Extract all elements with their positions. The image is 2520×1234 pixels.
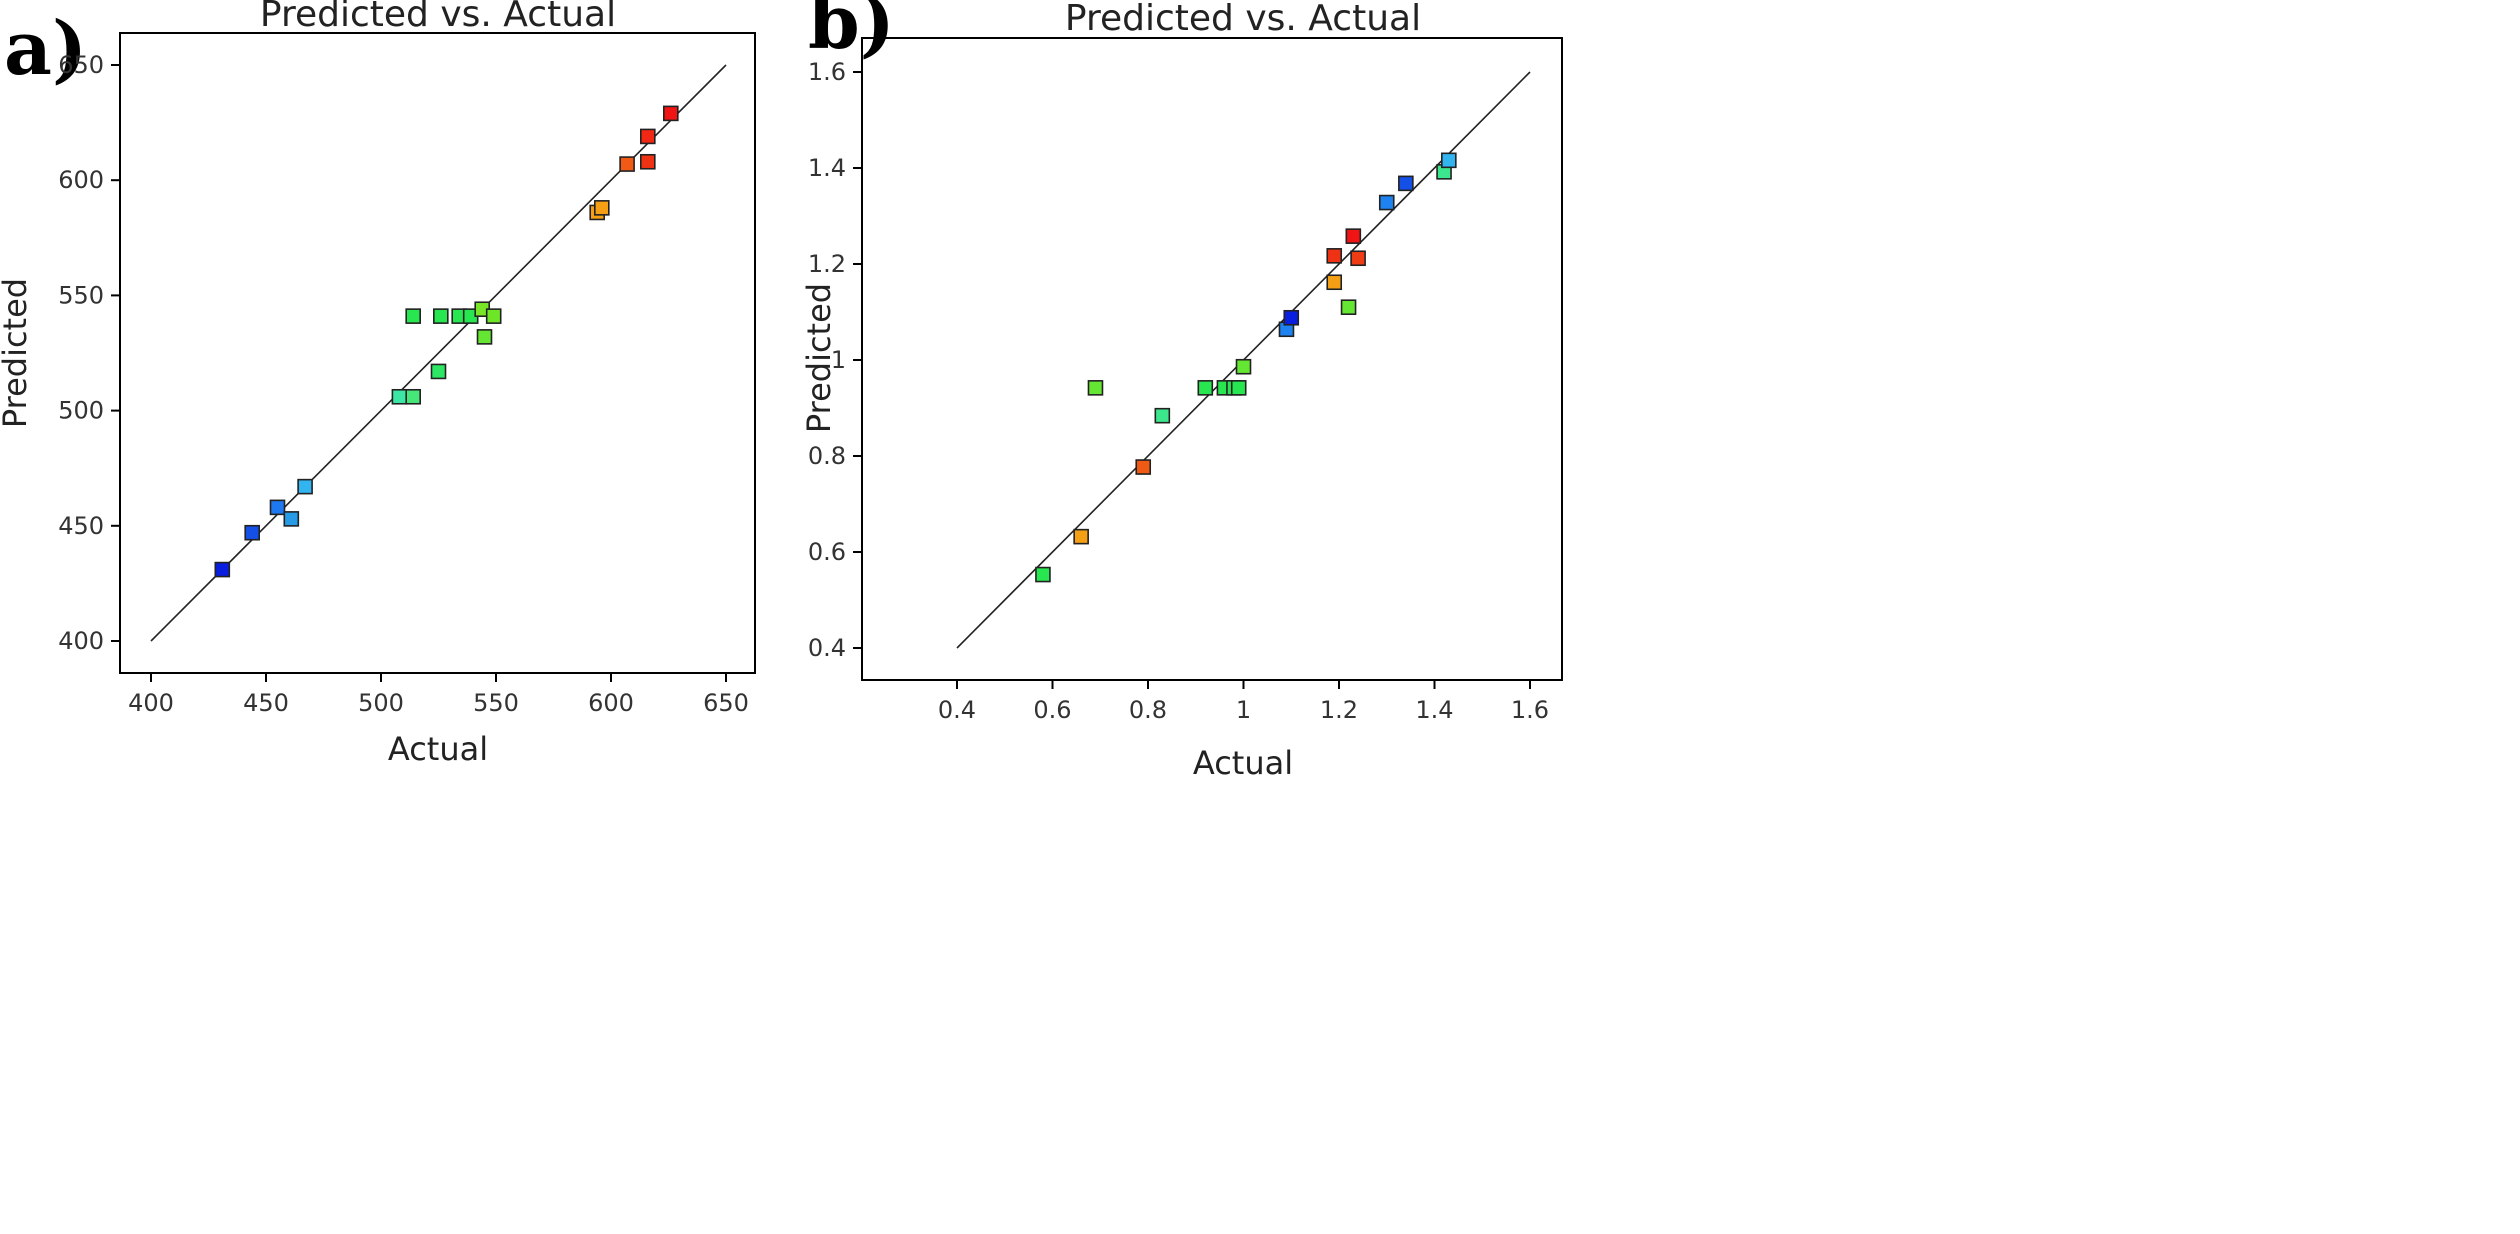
panel-b-y-tick-label: 1.6 xyxy=(808,58,846,86)
panel-a-y-tick-label: 450 xyxy=(58,512,104,540)
panel-b-data-point xyxy=(1340,299,1357,316)
panel-b-data-point xyxy=(1441,152,1457,169)
panel-a-x-tick-label: 650 xyxy=(703,689,749,717)
panel-a-data-point xyxy=(405,308,422,324)
panel-b-points xyxy=(1035,152,1457,583)
panel-b-data-point xyxy=(1230,380,1247,396)
panel-b-data-point xyxy=(1197,380,1214,396)
panel-a: a) Predicted vs. Actual 400 450 500 550 600 6… xyxy=(0,0,756,768)
panel-b-data-point xyxy=(1326,248,1343,264)
panel-b-data-point xyxy=(1035,566,1051,583)
panel-a-y-tick-label: 500 xyxy=(58,397,104,425)
panel-a-points xyxy=(214,105,679,578)
panel-a-data-point xyxy=(430,363,447,380)
panel-b-data-point xyxy=(1135,459,1152,475)
panel-a-x-tick-label: 400 xyxy=(128,689,174,717)
panel-a-x-axis-label: Actual xyxy=(388,730,488,768)
panel-b-x-tick-label: 1.6 xyxy=(1511,696,1549,724)
panel-a-x-tick-label: 450 xyxy=(243,689,289,717)
panel-a-reference-line xyxy=(150,64,727,642)
panel-b-data-point xyxy=(1154,407,1171,424)
panel-b-data-point xyxy=(1235,358,1252,375)
panel-a-title: Predicted vs. Actual xyxy=(260,0,616,35)
panel-a-y-tick-label: 600 xyxy=(58,166,104,194)
panel-b-data-point xyxy=(1345,228,1362,244)
panel-a-data-point xyxy=(297,478,313,495)
panel-a-x-tick-label: 500 xyxy=(358,689,404,717)
panel-b-plot-frame xyxy=(861,37,1563,681)
panel-b-x-tick-label: 0.6 xyxy=(1033,696,1071,724)
panel-b-title: Predicted vs. Actual xyxy=(1065,0,1421,39)
panel-a-data-point xyxy=(662,105,679,122)
panel-a-plot-frame xyxy=(119,32,756,674)
panel-b-data-point xyxy=(1087,380,1104,396)
panel-a-data-point xyxy=(244,524,260,541)
panel-b-x-axis-label: Actual xyxy=(1193,744,1293,782)
panel-b-data-point xyxy=(1326,274,1343,291)
panel-a-data-point xyxy=(432,308,449,324)
panel-b-data-point xyxy=(1398,175,1414,192)
panel-a-data-point xyxy=(405,388,422,405)
panel-a-data-point xyxy=(639,153,656,170)
panel-b-y-tick-label: 1.2 xyxy=(808,250,846,278)
panel-b-axes-ticks: 0.4 0.6 0.8 1 1.2 1.4 1.6 0.4 0.6 0.8 1 1.2 1.4 1.6 xyxy=(808,58,1549,724)
panel-a-y-tick-label: 400 xyxy=(58,627,104,655)
panel-b-x-tick-label: 0.4 xyxy=(938,696,976,724)
panel-b-data-point xyxy=(1073,528,1089,545)
panel-b-y-tick-label: 1.4 xyxy=(808,154,846,182)
panel-b-data-point xyxy=(1350,250,1366,267)
panel-a-data-point xyxy=(391,388,408,405)
panel-b-y-tick-label: 0.4 xyxy=(808,634,846,662)
panel-b-data-point xyxy=(1283,309,1300,326)
panel-b-x-tick-label: 1 xyxy=(1236,696,1251,724)
panel-a-y-axis-label: Predicted xyxy=(0,278,34,428)
panel-a-data-point xyxy=(639,128,656,145)
panel-a-x-tick-label: 550 xyxy=(473,689,519,717)
panel-b-y-tick-label: 0.8 xyxy=(808,442,846,470)
panel-b-x-tick-label: 1.2 xyxy=(1320,696,1358,724)
panel-b-x-tick-label: 0.8 xyxy=(1129,696,1167,724)
panel-a-data-point xyxy=(476,329,493,345)
panel-b-y-tick-label: 1 xyxy=(831,346,846,374)
panel-a-axes-ticks: 400 450 500 550 600 650 400 450 500 550 600 650 xyxy=(58,51,749,717)
panel-a-data-point xyxy=(269,499,286,516)
panel-a-data-point xyxy=(214,561,231,578)
panel-a-y-tick-label: 550 xyxy=(58,281,104,309)
panel-a-data-point xyxy=(593,200,610,216)
panel-b-letter: b) xyxy=(808,0,895,66)
panel-a-data-point xyxy=(283,511,300,527)
panel-b-x-tick-label: 1.4 xyxy=(1415,696,1453,724)
panel-b-y-tick-label: 0.6 xyxy=(808,538,846,566)
panel-b-y-axis-label: Predicted xyxy=(800,283,838,433)
panel-a-data-point xyxy=(619,156,635,172)
panel-a-letter: a) xyxy=(4,6,87,92)
panel-b: b) Predicted vs. Actual 0.4 0.6 0.8 1 1.2 1.4… xyxy=(800,0,1563,782)
panel-a-y-tick-label: 650 xyxy=(58,51,104,79)
panel-b-data-point xyxy=(1378,194,1395,211)
panel-a-data-point xyxy=(485,308,502,324)
panel-a-x-tick-label: 600 xyxy=(588,689,634,717)
